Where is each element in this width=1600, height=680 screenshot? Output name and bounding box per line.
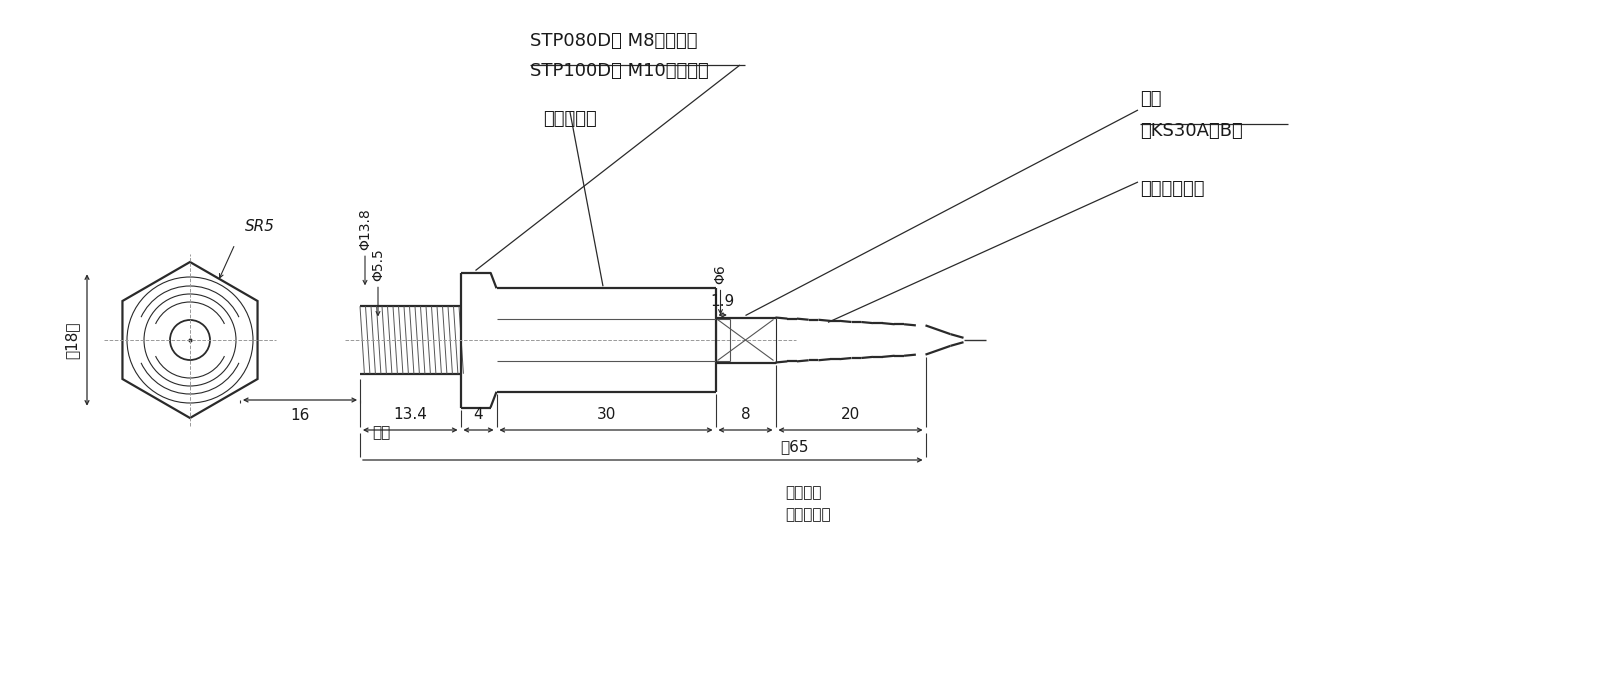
Text: （KS30A／B）: （KS30A／B） — [1139, 122, 1243, 140]
Text: Φ13.8: Φ13.8 — [358, 209, 371, 250]
Text: Φ5.5: Φ5.5 — [371, 249, 386, 282]
Text: 8: 8 — [741, 407, 750, 422]
Text: 电线保护装置: 电线保护装置 — [1139, 180, 1205, 198]
Text: 1.9: 1.9 — [710, 294, 734, 309]
Text: 16: 16 — [290, 408, 310, 423]
Text: Φ6: Φ6 — [714, 265, 728, 284]
Text: 20: 20 — [842, 407, 861, 422]
Text: 拆卸套筒: 拆卸套筒 — [786, 485, 822, 500]
Text: 间隙: 间隙 — [371, 426, 390, 441]
Text: STP080D： M8（粗牙）: STP080D： M8（粗牙） — [530, 32, 698, 50]
Text: 套筒: 套筒 — [1139, 90, 1162, 108]
Text: 约65: 约65 — [781, 439, 810, 454]
Text: 13.4: 13.4 — [394, 407, 427, 422]
Text: 4: 4 — [474, 407, 483, 422]
Text: SR5: SR5 — [245, 219, 275, 234]
Text: 套管保护罩: 套管保护罩 — [542, 110, 597, 128]
Text: 30: 30 — [597, 407, 616, 422]
Text: STP100D： M10（粗牙）: STP100D： M10（粗牙） — [530, 62, 709, 80]
Text: （18）: （18） — [64, 321, 78, 359]
Text: 所需的空间: 所需的空间 — [786, 507, 830, 522]
